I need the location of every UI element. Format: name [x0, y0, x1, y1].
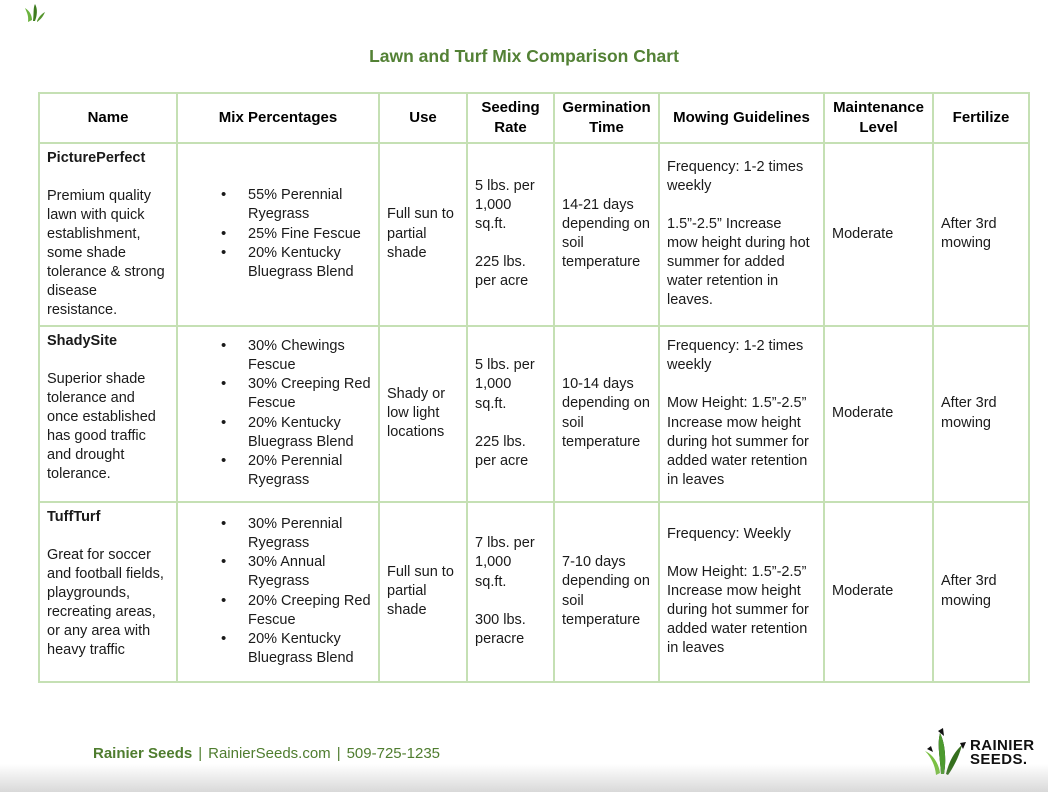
comparison-table: Name Mix Percentages Use Seeding Rate Ge… — [38, 92, 1030, 683]
germination-time-cell: 14-21 days depending on soil temperature — [553, 141, 660, 327]
column-header-use: Use — [378, 92, 468, 144]
logo-line2: SEEDS. — [970, 751, 1028, 768]
use-cell: Full sun to partial shade — [378, 500, 468, 683]
column-header-germination-time: Germination Time — [553, 92, 660, 144]
mowing-frequency: Frequency: 1-2 times weekly — [667, 338, 804, 374]
mowing-height: 1.5”-2.5” Increase mow height during hot… — [667, 215, 810, 309]
table-row-shadysite: ShadySite Superior shade tolerance and o… — [38, 324, 1030, 503]
table-row-pictureperfect: PicturePerfect Premium quality lawn with… — [38, 141, 1030, 327]
mowing-height: Mow Height: 1.5”-2.5” Increase mow heigh… — [667, 395, 809, 488]
name-cell: TuffTurf Great for soccer and football f… — [38, 500, 178, 683]
mix-percentages-cell: 55% Perennial Ryegrass25% Fine Fescue20%… — [176, 141, 380, 327]
column-header-mix-percentages: Mix Percentages — [176, 92, 380, 144]
maintenance-level-cell: Moderate — [823, 324, 934, 503]
column-header-maintenance-level: Maintenance Level — [823, 92, 934, 144]
maintenance-level-cell: Moderate — [823, 141, 934, 327]
mix-percentages-cell: 30% Perennial Ryegrass30% Annual Ryegras… — [176, 500, 380, 683]
use-cell: Shady or low light locations — [378, 324, 468, 503]
name-cell: PicturePerfect Premium quality lawn with… — [38, 141, 178, 327]
fertilize-cell: After 3rd mowing — [932, 500, 1030, 683]
column-header-seeding-rate: Seeding Rate — [466, 92, 555, 144]
grass-blades-icon — [925, 728, 966, 775]
footer-brand: Rainier Seeds — [93, 745, 193, 762]
mix-list-item: 30% Creeping Red Fescue — [221, 374, 371, 413]
mix-list-item: 20% Creeping Red Fescue — [221, 591, 371, 630]
mix-percentages-cell: 30% Chewings Fescue30% Creeping Red Fesc… — [176, 324, 380, 503]
footer-contact-line: Rainier Seeds | RainierSeeds.com | 509-725-1… — [93, 745, 440, 762]
name-cell: ShadySite Superior shade tolerance and o… — [38, 324, 178, 503]
footer-separator: | — [336, 745, 341, 762]
germination-time-cell: 7-10 days depending on soil temperature — [553, 500, 660, 683]
mowing-height: Mow Height: 1.5”-2.5” Increase mow heigh… — [667, 563, 809, 657]
mix-list: 30% Perennial Ryegrass30% Annual Ryegras… — [185, 514, 371, 668]
column-header-mowing-guidelines: Mowing Guidelines — [658, 92, 825, 144]
seeding-rate-cell: 5 lbs. per 1,000 sq.ft. 225 lbs. per acr… — [466, 324, 555, 503]
fertilize-cell: After 3rd mowing — [932, 141, 1030, 327]
seeding-rate-per-sqft: 5 lbs. per 1,000 sq.ft. — [475, 357, 535, 412]
page-title: Lawn and Turf Mix Comparison Chart — [369, 46, 679, 66]
product-name: TuffTurf — [47, 508, 101, 525]
mowing-guidelines-cell: Frequency: 1-2 times weekly Mow Height: … — [658, 324, 825, 503]
mix-list-item: 30% Annual Ryegrass — [221, 552, 371, 591]
mix-list-item: 20% Perennial Ryegrass — [221, 451, 371, 490]
mix-list-item: 25% Fine Fescue — [221, 224, 371, 244]
product-description: Premium quality lawn with quick establis… — [47, 187, 165, 319]
use-cell: Full sun to partial shade — [378, 141, 468, 327]
product-name: ShadySite — [47, 332, 118, 349]
mix-list: 55% Perennial Ryegrass25% Fine Fescue20%… — [185, 185, 371, 282]
rainier-seeds-logo: RAINIER SEEDS. — [924, 723, 1036, 783]
seeding-rate-per-acre: 225 lbs. per acre — [475, 433, 529, 469]
footer-website: RainierSeeds.com — [208, 745, 331, 762]
mix-list-item: 20% Kentucky Bluegrass Blend — [221, 629, 371, 668]
product-description: Great for soccer and football fields, pl… — [47, 546, 164, 659]
seeding-rate-cell: 5 lbs. per 1,000 sq.ft. 225 lbs. per acr… — [466, 141, 555, 327]
mix-list: 30% Chewings Fescue30% Creeping Red Fesc… — [185, 336, 371, 490]
seeding-rate-per-sqft: 7 lbs. per 1,000 sq.ft. — [475, 535, 535, 590]
footer-phone: 509-725-1235 — [346, 745, 441, 762]
seeding-rate-per-acre: 225 lbs. per acre — [475, 254, 529, 290]
seeding-rate-per-sqft: 5 lbs. per 1,000 sq.ft. — [475, 177, 535, 233]
table-header-row: Name Mix Percentages Use Seeding Rate Ge… — [38, 92, 1030, 144]
germination-time-cell: 10-14 days depending on soil temperature — [553, 324, 660, 503]
corner-sprout-icon — [25, 4, 45, 22]
maintenance-level-cell: Moderate — [823, 500, 934, 683]
product-name: PicturePerfect — [47, 149, 146, 166]
table-row-tuffturf: TuffTurf Great for soccer and football f… — [38, 500, 1030, 683]
mowing-guidelines-cell: Frequency: 1-2 times weekly 1.5”-2.5” In… — [658, 141, 825, 327]
mix-list-item: 20% Kentucky Bluegrass Blend — [221, 243, 371, 282]
mix-list-item: 55% Perennial Ryegrass — [221, 185, 371, 224]
fertilize-cell: After 3rd mowing — [932, 324, 1030, 503]
logo-wordmark: RAINIER SEEDS. — [970, 737, 1035, 768]
mowing-frequency: Frequency: 1-2 times weekly — [667, 158, 804, 194]
product-description: Superior shade tolerance and once establ… — [47, 370, 156, 483]
seeding-rate-per-acre: 300 lbs. peracre — [475, 611, 526, 647]
mowing-frequency: Frequency: Weekly — [667, 525, 791, 542]
seeding-rate-cell: 7 lbs. per 1,000 sq.ft. 300 lbs. peracre — [466, 500, 555, 683]
mix-list-item: 20% Kentucky Bluegrass Blend — [221, 413, 371, 452]
mix-list-item: 30% Chewings Fescue — [221, 336, 371, 375]
column-header-name: Name — [38, 92, 178, 144]
mowing-guidelines-cell: Frequency: Weekly Mow Height: 1.5”-2.5” … — [658, 500, 825, 683]
footer-separator: | — [198, 745, 203, 762]
column-header-fertilize: Fertilize — [932, 92, 1030, 144]
mix-list-item: 30% Perennial Ryegrass — [221, 514, 371, 553]
page-bottom-gradient — [0, 764, 1048, 792]
logo-line1: RAINIER — [970, 737, 1035, 754]
